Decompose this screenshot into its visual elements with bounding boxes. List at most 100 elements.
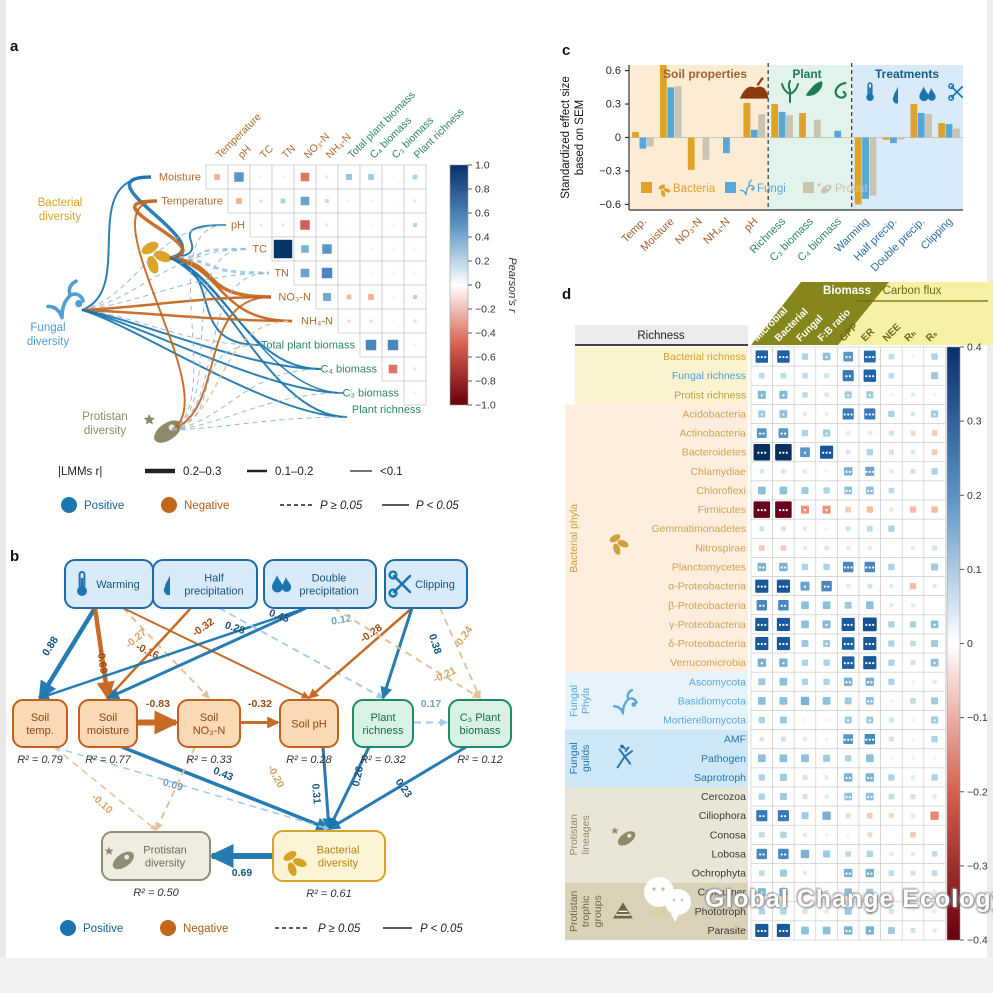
shape	[627, 833, 632, 838]
heatmap-row-label: Planctomycetes	[672, 561, 746, 573]
shape	[46, 279, 85, 320]
sem-box-label: biomass	[460, 725, 501, 737]
colorbar-tick: 0.1	[967, 564, 982, 576]
heatmap-square	[822, 811, 831, 820]
significance-dot	[870, 700, 873, 703]
significance-dot	[784, 432, 787, 435]
sem-box-clipping	[384, 559, 468, 609]
shape	[892, 86, 898, 104]
significance-dot	[847, 394, 850, 397]
colorbar-tick: 0	[475, 280, 481, 292]
matrix-square	[325, 175, 329, 179]
heatmap-square	[802, 774, 808, 780]
matrix-square	[413, 247, 417, 251]
heatmap-square	[757, 697, 766, 705]
heatmap-square	[758, 831, 765, 838]
shape	[834, 81, 847, 99]
fungi-icon	[46, 279, 85, 320]
heatmap-square	[865, 754, 874, 763]
protist-icon	[143, 413, 182, 443]
significance-dot	[780, 432, 783, 435]
significance-dot	[825, 432, 828, 435]
significance-dot	[828, 451, 832, 454]
leaf-icon	[805, 81, 823, 96]
heatmap-square	[888, 678, 895, 685]
shape	[153, 250, 172, 263]
shape	[611, 827, 619, 834]
shape	[147, 256, 159, 274]
matrix-square	[347, 271, 351, 275]
heatmap-cell	[901, 480, 925, 501]
significance-dot	[845, 355, 848, 359]
heatmap-square	[888, 487, 895, 494]
network-edge	[171, 224, 227, 431]
significance-dot	[847, 566, 850, 569]
plant-icon	[781, 80, 799, 103]
significance-dot	[847, 413, 850, 416]
shape	[620, 744, 624, 749]
matrix-row-label: NO₃-N	[278, 292, 311, 304]
heatmap-square	[889, 699, 894, 703]
matrix-square	[300, 220, 310, 230]
network-edge	[81, 295, 272, 312]
shape	[950, 85, 964, 99]
significance-dot	[764, 623, 767, 626]
matrix-square	[413, 199, 417, 203]
curl-icon	[834, 81, 847, 99]
heatmap-square	[889, 756, 894, 761]
legend-positive: Positive	[84, 500, 124, 512]
heatmap-square	[888, 793, 895, 800]
significance-dot	[867, 872, 870, 875]
heatmap-square	[780, 908, 787, 915]
significance-dot	[760, 413, 763, 416]
heatmap-square	[932, 928, 937, 933]
sem-box-label: Bacterial	[317, 845, 360, 857]
heatmap-row-label: Acidobacteria	[682, 408, 746, 420]
sem-box-label: diversity	[318, 858, 359, 870]
matrix-row-label: TC	[252, 244, 267, 256]
significance-dot	[782, 355, 785, 359]
heatmap-square	[887, 926, 895, 934]
colorbar-tick: 0.8	[475, 184, 490, 196]
drop-icon	[892, 86, 898, 104]
matrix-square	[413, 271, 417, 275]
sem-path-arrow	[53, 746, 157, 831]
colorbar-label: Pearson's r	[506, 257, 518, 314]
heatmap-square	[778, 428, 789, 438]
row-group-band	[575, 347, 748, 405]
heatmap-square	[931, 563, 939, 571]
bacteria-icon	[283, 851, 307, 877]
left-edge-strip	[0, 0, 6, 993]
significance-dot	[757, 509, 760, 512]
heatmap-square	[759, 736, 765, 742]
heatmap-row-label: Gemmatimonadetes	[651, 523, 746, 535]
sem-box-no3	[177, 699, 241, 748]
section-title: Plant	[792, 67, 821, 81]
heatmap-square	[823, 850, 831, 858]
sem-r-squared: R² = 0.28	[286, 754, 332, 766]
significance-dot	[778, 929, 782, 933]
shape	[739, 86, 769, 99]
bar-fungi	[639, 137, 647, 149]
matrix-square	[301, 245, 309, 253]
sem-box-label: C₃ Plant	[460, 712, 501, 724]
heatmap-square	[779, 486, 788, 495]
significance-dot	[868, 623, 871, 626]
y-tick: 0.6	[606, 65, 621, 77]
sem-path-coefficient: 0.17	[421, 698, 442, 710]
significance-dot	[872, 413, 875, 416]
sem-path-arrow	[121, 745, 331, 831]
significance-dot	[850, 623, 853, 626]
diversity-node-label: Fungal	[30, 322, 65, 334]
heatmap-square	[844, 868, 853, 878]
fungi-icon	[612, 688, 638, 715]
sem-path-arrow	[321, 746, 335, 831]
heatmap-square	[866, 888, 874, 896]
significance-dot	[848, 681, 851, 684]
matrix-square	[322, 244, 332, 254]
heatmap-square	[824, 373, 830, 379]
heatmap-square	[865, 868, 874, 878]
significance-dot	[865, 662, 868, 665]
heatmap-square	[910, 603, 916, 608]
matrix-square	[391, 295, 395, 299]
